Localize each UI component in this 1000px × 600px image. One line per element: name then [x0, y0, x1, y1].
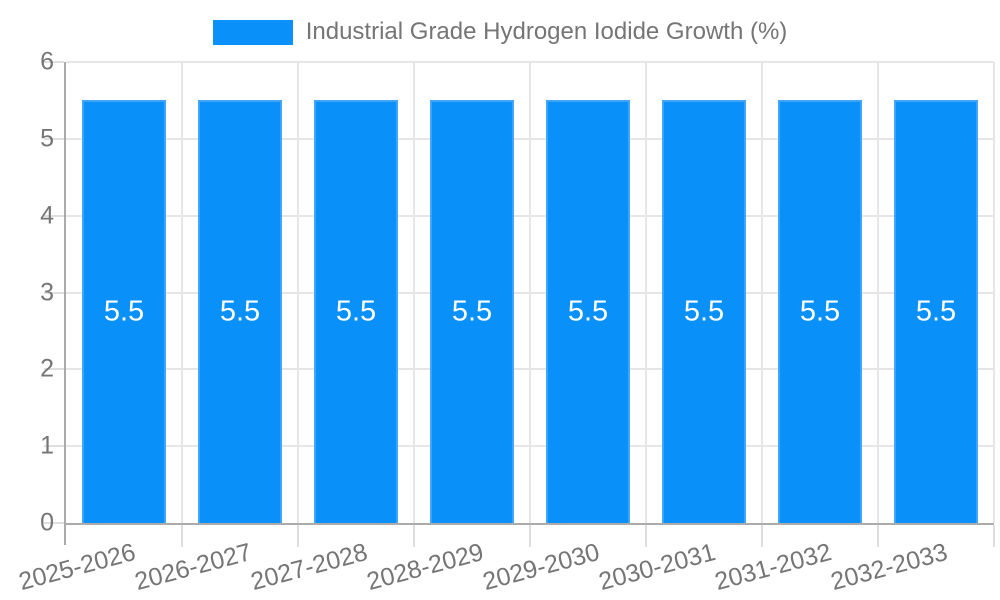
y-tick-mark: [44, 445, 64, 448]
bar-value-label: 5.5: [451, 295, 493, 328]
v-gridline: [877, 62, 879, 523]
x-category-label: 2029-2030: [480, 538, 603, 597]
y-tick-mark: [44, 522, 64, 524]
y-tick-mark: [44, 137, 64, 140]
legend-label: Industrial Grade Hydrogen Iodide Growth …: [305, 18, 788, 45]
v-gridline: [645, 62, 647, 523]
x-category-label: 2026-2027: [132, 538, 255, 597]
bar-value-label: 5.5: [915, 295, 957, 328]
v-gridline: [297, 62, 299, 523]
chart-legend[interactable]: Industrial Grade Hydrogen Iodide Growth …: [0, 18, 1000, 46]
y-tick-mark: [44, 291, 64, 294]
y-tick-label: 0: [40, 508, 54, 537]
x-category-label: 2028-2029: [364, 538, 487, 597]
bar[interactable]: [546, 100, 630, 523]
x-axis-line: [64, 523, 994, 525]
bar-value-label: 5.5: [335, 295, 377, 328]
x-category-label: 2032-2033: [828, 538, 951, 597]
y-tick-label: 2: [40, 354, 54, 383]
y-tick-mark: [44, 368, 64, 371]
x-category-label: 2030-2031: [596, 538, 719, 597]
bar[interactable]: [662, 100, 746, 523]
x-category-label: 2031-2032: [712, 538, 835, 597]
x-tick-mark: [645, 525, 647, 547]
bar-value-label: 5.5: [219, 295, 261, 328]
y-tick-label: 4: [40, 201, 54, 230]
x-tick-mark: [297, 525, 299, 547]
v-gridline: [413, 62, 415, 523]
bar[interactable]: [82, 100, 166, 523]
legend-swatch: [212, 19, 293, 45]
bar-value-label: 5.5: [567, 295, 609, 328]
bar[interactable]: [778, 100, 862, 523]
x-tick-mark: [529, 525, 531, 547]
y-tick-mark: [44, 214, 64, 217]
x-category-label: 2025-2026: [16, 538, 139, 597]
x-tick-mark: [413, 525, 415, 547]
bar-value-label: 5.5: [683, 295, 725, 328]
y-tick-label: 3: [40, 278, 54, 306]
x-category-label: 2027-2028: [248, 538, 371, 597]
bar[interactable]: [430, 100, 514, 523]
v-gridline: [529, 62, 531, 523]
y-axis-line: [64, 62, 66, 545]
v-gridline: [761, 62, 763, 523]
y-tick-label: 5: [40, 124, 54, 153]
x-tick-mark: [181, 525, 183, 547]
v-gridline: [181, 62, 183, 523]
v-gridline: [993, 62, 995, 523]
y-tick-label: 6: [40, 47, 54, 76]
bar[interactable]: [198, 100, 282, 523]
x-tick-mark: [877, 525, 879, 547]
x-tick-mark: [993, 525, 995, 547]
bar[interactable]: [314, 100, 398, 523]
y-tick-label: 1: [40, 431, 54, 460]
bar[interactable]: [894, 100, 978, 523]
bar-value-label: 5.5: [799, 295, 841, 328]
x-tick-mark: [761, 525, 763, 547]
y-tick-mark: [44, 61, 64, 63]
bar-value-label: 5.5: [103, 295, 145, 328]
